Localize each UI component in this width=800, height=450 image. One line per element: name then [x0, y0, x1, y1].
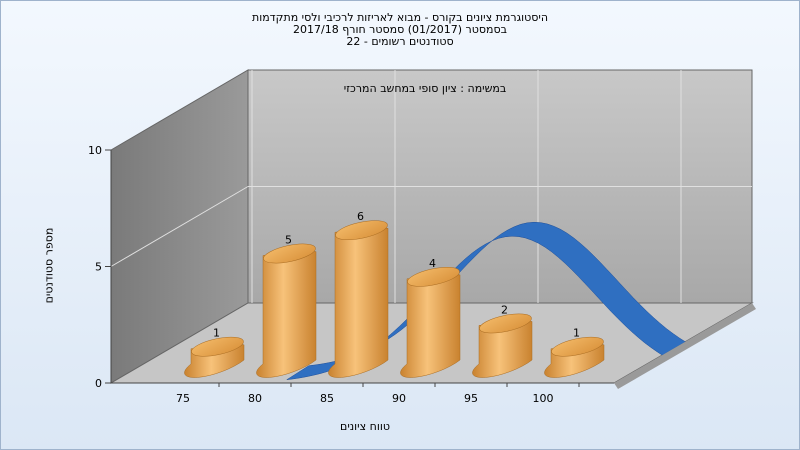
bar-value-label: 5: [285, 234, 292, 247]
chart-subtitle: במשימה : ציון סופי במחשב המרכזי: [344, 82, 507, 95]
bars: 1 5 6 4 2 1: [184, 210, 605, 378]
x-tick-label: 80: [248, 392, 262, 405]
x-tick-label: 95: [464, 392, 478, 405]
y-tick-label: 10: [88, 144, 102, 157]
floor-front-edge: [614, 303, 756, 389]
bar-top: [479, 313, 532, 334]
bar-top: [263, 243, 316, 264]
bar: 4: [400, 257, 461, 378]
x-tick-label: 85: [320, 392, 334, 405]
bar-body: [472, 321, 533, 378]
bar: 5: [256, 234, 317, 378]
bar-top: [335, 220, 388, 241]
bar: 1: [544, 327, 605, 378]
x-axis-title: טווח ציונים: [340, 420, 390, 433]
bar: 6: [328, 210, 389, 378]
bar-top: [191, 336, 244, 357]
x-tick-label: 75: [176, 392, 190, 405]
chart-title-line-1: היסטוגרמת ציונים בקורס - מבוא לאריזות לר…: [251, 11, 549, 24]
bar-value-label: 1: [213, 327, 220, 340]
bar-top: [551, 336, 604, 357]
chart-title-line-2: בסמסטר (01/2017) סמסטר חורף 2017/18: [293, 23, 507, 36]
bar-value-label: 4: [429, 257, 436, 270]
chart-title-line-3: סטודנטים רשומים - 22: [346, 35, 454, 48]
y-axis-title: מספר סטודנטים: [42, 227, 56, 304]
y-axis: 0 5 10: [88, 144, 112, 390]
bar: 1: [184, 327, 245, 378]
bar-value-label: 6: [357, 210, 364, 223]
bar-value-label: 2: [501, 303, 508, 316]
gridlines: [110, 70, 752, 303]
bar-body: [256, 251, 317, 378]
y-tick-label: 0: [95, 377, 102, 390]
bar-top: [407, 266, 460, 287]
bar-value-label: 1: [573, 327, 580, 340]
x-axis: 75 80 85 90 95 100: [111, 382, 614, 405]
bar-body: [328, 227, 389, 378]
bar: 2: [472, 303, 533, 378]
gridline-side: [110, 186, 249, 267]
x-tick-label: 90: [392, 392, 406, 405]
y-tick-label: 5: [95, 261, 102, 274]
bar-body: [400, 274, 461, 378]
x-tick-label: 100: [533, 392, 554, 405]
